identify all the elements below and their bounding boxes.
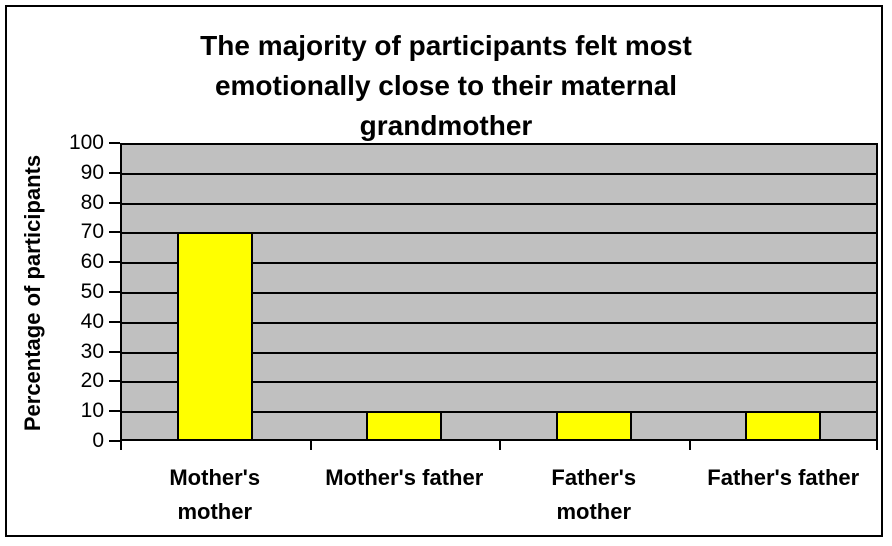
y-tick-mark-0 xyxy=(109,440,120,442)
x-tick-mark-4 xyxy=(876,441,878,450)
y-tick-label-80: 80 xyxy=(80,190,104,214)
chart-title-line-2: emotionally close to their maternal xyxy=(214,70,678,101)
x-axis-label-line: Mother's xyxy=(169,465,261,490)
gridline-20 xyxy=(122,381,876,384)
x-axis-label-father-s-mother: Father's mother xyxy=(551,461,636,529)
y-tick-mark-90 xyxy=(109,171,120,174)
x-axis-label-line: Father's father xyxy=(707,465,860,490)
y-tick-mark-50 xyxy=(109,291,120,293)
x-axis-label-line: Mother's father xyxy=(325,465,484,490)
gridline-60 xyxy=(122,262,876,265)
chart-border xyxy=(5,5,883,537)
chart-title-line-1: The majority of participants felt most xyxy=(200,30,692,61)
gridline-10 xyxy=(122,411,876,414)
y-tick-label-10: 10 xyxy=(80,399,104,423)
x-axis-label-line: Father's xyxy=(551,465,637,490)
gridline-70 xyxy=(122,232,876,235)
y-tick-label-40: 40 xyxy=(80,309,104,333)
chart-title: The majority of participants felt most e… xyxy=(0,26,892,146)
x-tick-mark-3 xyxy=(688,441,691,450)
y-tick-mark-80 xyxy=(109,201,120,204)
y-tick-mark-60 xyxy=(109,261,120,264)
y-tick-label-60: 60 xyxy=(80,250,104,274)
gridline-40 xyxy=(122,321,876,324)
y-tick-label-30: 30 xyxy=(80,339,104,363)
bar-father-s-father xyxy=(745,411,822,441)
x-axis-label-line: mother xyxy=(177,499,253,524)
y-tick-label-100: 100 xyxy=(68,131,104,154)
x-tick-mark-1 xyxy=(309,441,312,450)
x-axis-label-mother-s-father: Mother's father xyxy=(325,461,483,495)
x-tick-mark-0 xyxy=(120,441,122,450)
y-tick-mark-10 xyxy=(109,410,120,413)
y-tick-label-50: 50 xyxy=(80,280,104,303)
chart-title-line-3: grandmother xyxy=(359,110,533,141)
gridline-80 xyxy=(122,202,876,205)
y-tick-mark-40 xyxy=(109,320,120,323)
y-tick-label-90: 90 xyxy=(80,160,104,184)
gridline-90 xyxy=(122,172,876,175)
y-axis-title-text: Percentage of participants xyxy=(20,154,45,432)
y-tick-label-20: 20 xyxy=(80,369,104,393)
y-tick-mark-100 xyxy=(109,142,120,144)
y-tick-label-70: 70 xyxy=(80,220,104,244)
x-axis-label-father-s-father: Father's father xyxy=(707,461,859,495)
bar-mother-s-father xyxy=(366,411,443,441)
bar-father-s-mother xyxy=(555,411,632,441)
y-tick-mark-70 xyxy=(109,231,120,234)
gridline-50 xyxy=(122,292,876,294)
y-tick-label-0: 0 xyxy=(92,429,104,452)
gridline-30 xyxy=(122,351,876,354)
y-tick-mark-30 xyxy=(109,350,120,353)
x-axis-label-mother-s-mother: Mother's mother xyxy=(169,461,260,529)
bar-mother-s-mother xyxy=(176,232,253,441)
x-axis-label-line: mother xyxy=(556,499,632,524)
x-tick-mark-2 xyxy=(499,441,501,450)
y-tick-mark-20 xyxy=(109,380,120,383)
